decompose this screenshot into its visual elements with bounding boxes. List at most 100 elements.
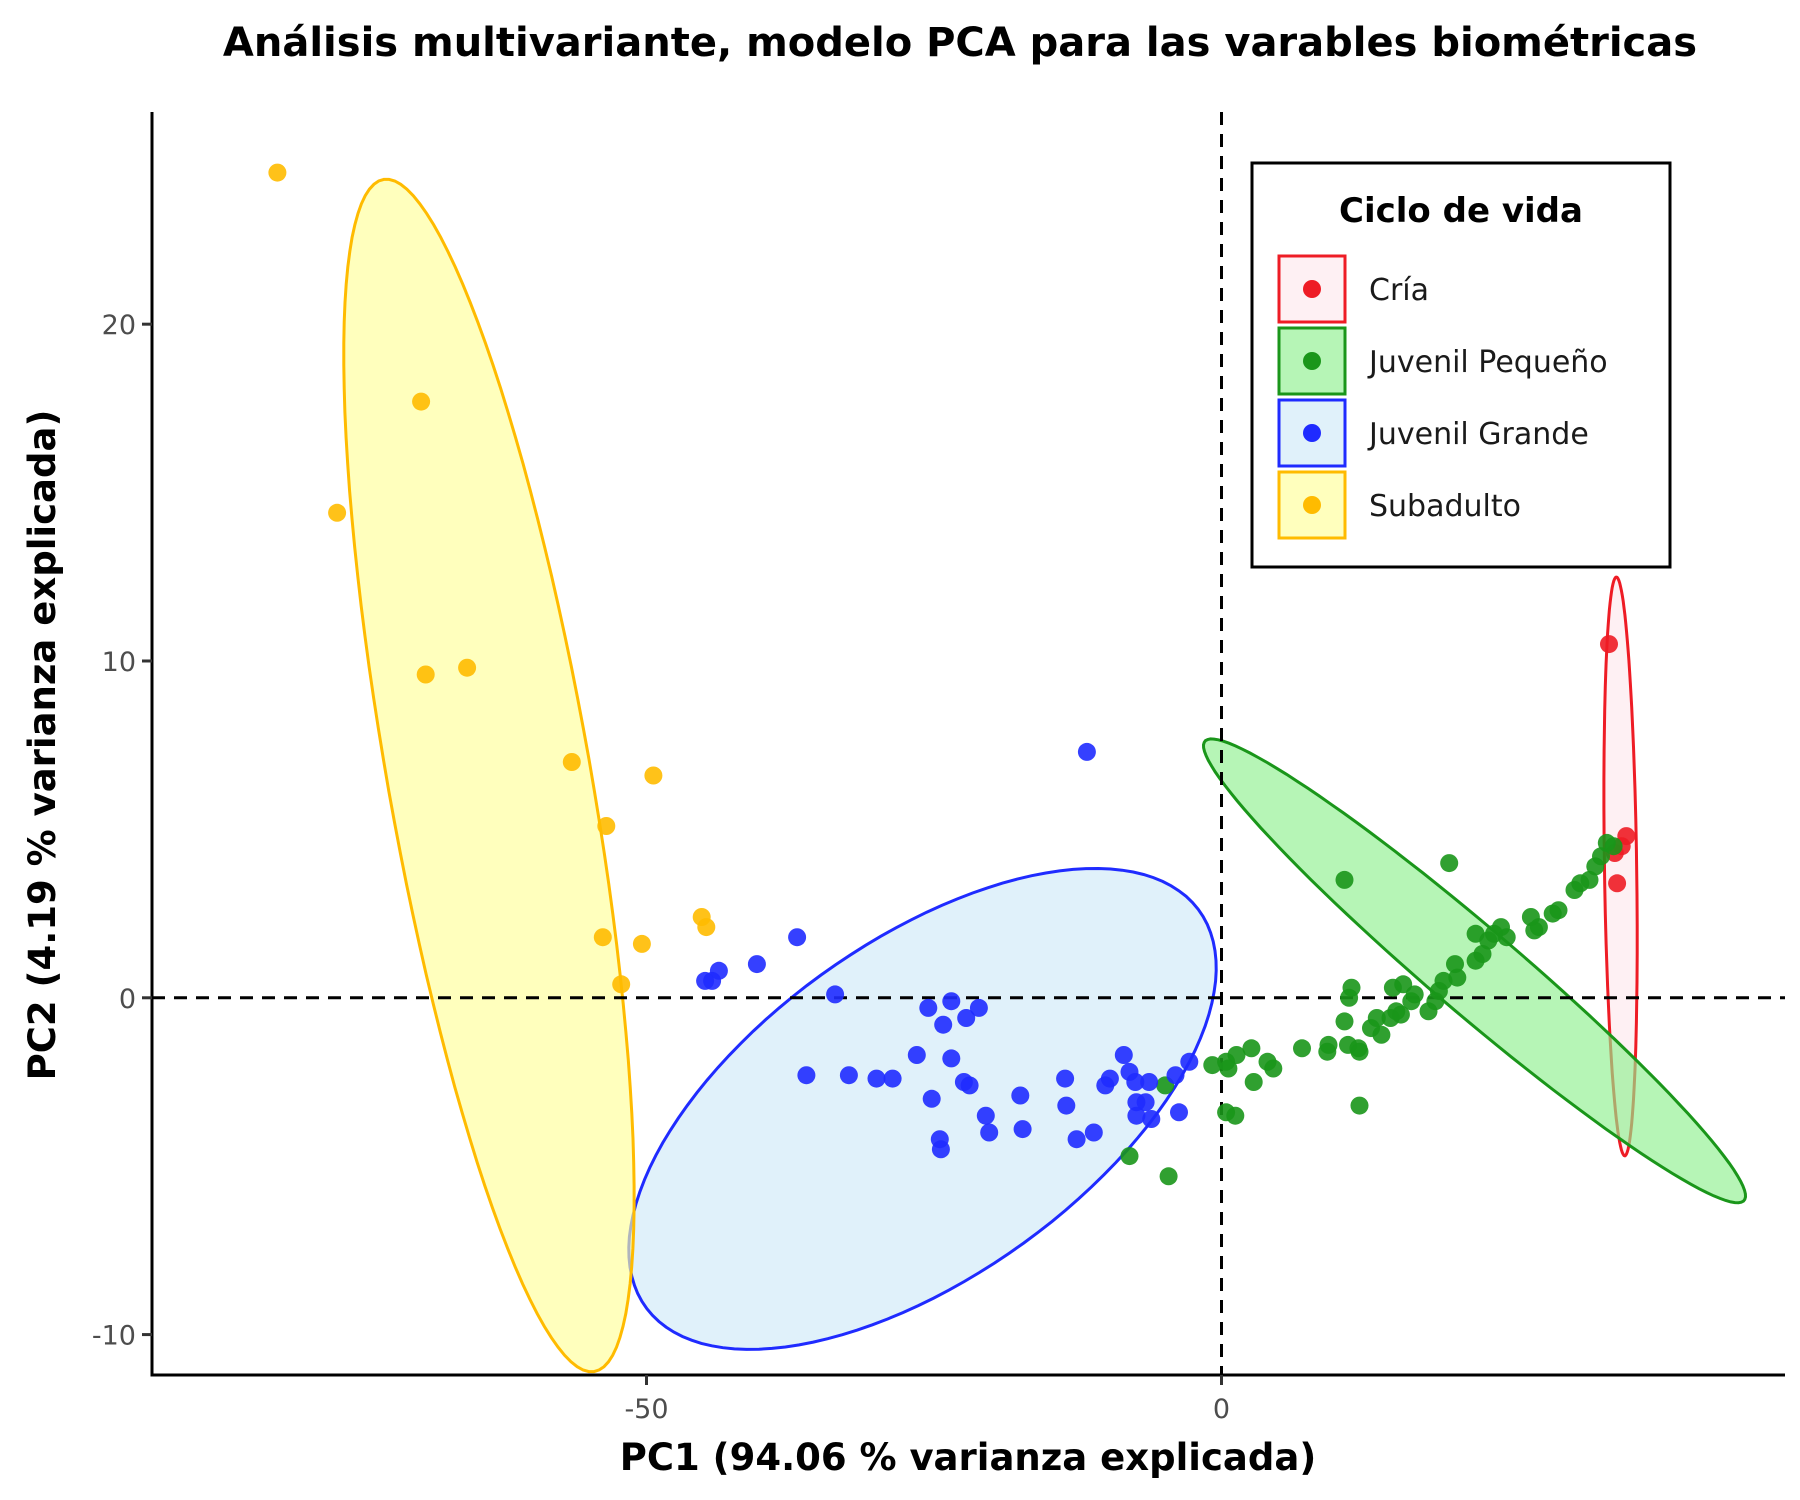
point-juvenil-grande — [826, 985, 845, 1004]
point-subadulto — [268, 163, 287, 182]
point-juvenil-grande — [1011, 1086, 1030, 1105]
point-juvenil-pequeno — [1350, 1096, 1369, 1115]
ellipse-juvenil-pequeno — [1201, 737, 1748, 1205]
point-juvenil-grande — [1180, 1052, 1199, 1071]
point-juvenil-grande — [1126, 1073, 1145, 1091]
legend-marker-subadulto — [1303, 496, 1321, 514]
point-juvenil-pequeno — [1466, 924, 1485, 943]
legend-marker-cria — [1303, 280, 1321, 298]
point-juvenil-pequeno — [1466, 951, 1485, 970]
point-juvenil-pequeno — [1226, 1106, 1245, 1125]
point-juvenil-pequeno — [1120, 1147, 1139, 1166]
point-juvenil-grande — [1013, 1120, 1032, 1139]
point-juvenil-grande — [976, 1106, 995, 1125]
legend-marker-juvenil-pequeno — [1303, 352, 1321, 370]
point-juvenil-grande — [919, 998, 938, 1017]
point-juvenil-grande — [1067, 1130, 1086, 1149]
point-juvenil-pequeno — [1318, 1042, 1337, 1061]
point-juvenil-pequeno — [1543, 904, 1562, 923]
legend: Ciclo de vida Cría Juvenil Pequeño Juvenil… — [1250, 161, 1672, 569]
point-juvenil-grande — [1170, 1103, 1188, 1122]
point-juvenil-grande — [1096, 1076, 1115, 1095]
legend-title: Ciclo de vida — [1339, 191, 1583, 231]
point-subadulto — [597, 817, 616, 835]
point-cria — [1608, 874, 1627, 893]
point-juvenil-pequeno — [1159, 1167, 1178, 1186]
reference-lines — [152, 112, 1785, 1375]
point-subadulto — [412, 392, 431, 411]
point-juvenil-pequeno — [1293, 1039, 1311, 1058]
point-juvenil-grande — [883, 1069, 902, 1088]
point-juvenil-pequeno — [1565, 881, 1584, 899]
point-juvenil-grande — [934, 1015, 953, 1034]
point-juvenil-grande — [922, 1089, 941, 1108]
point-juvenil-pequeno — [1244, 1073, 1263, 1091]
point-juvenil-grande — [1057, 1096, 1076, 1115]
confidence-ellipses — [342, 177, 1748, 1374]
point-subadulto — [612, 975, 631, 994]
point-subadulto — [697, 918, 716, 937]
point-juvenil-grande — [942, 992, 961, 1011]
chart-title: Análisis multivariante, modelo PCA para … — [223, 20, 1697, 66]
point-juvenil-grande — [1077, 742, 1096, 761]
point-juvenil-grande — [1114, 1046, 1133, 1064]
point-juvenil-grande — [1140, 1073, 1159, 1091]
point-subadulto — [632, 934, 651, 953]
ellipse-subadulto — [342, 177, 636, 1374]
point-juvenil-grande — [788, 928, 807, 947]
point-juvenil-grande — [1127, 1106, 1146, 1125]
legend-label-subadulto: Subadulto — [1369, 489, 1521, 524]
legend-label-juvenil-grande: Juvenil Grande — [1367, 417, 1589, 452]
point-juvenil-pequeno — [1335, 870, 1354, 889]
point-juvenil-pequeno — [1426, 992, 1445, 1011]
point-juvenil-pequeno — [1335, 1012, 1354, 1031]
point-subadulto — [562, 753, 581, 771]
point-juvenil-grande — [942, 1049, 961, 1068]
point-subadulto — [593, 928, 612, 947]
point-cria — [1600, 635, 1618, 654]
point-subadulto — [644, 766, 663, 785]
point-juvenil-pequeno — [1586, 857, 1605, 876]
point-juvenil-grande — [747, 955, 766, 974]
point-juvenil-pequeno — [1362, 1019, 1380, 1038]
point-juvenil-grande — [954, 1073, 973, 1091]
point-juvenil-pequeno — [1440, 854, 1459, 873]
legend-label-juvenil-pequeno: Juvenil Pequeño — [1367, 345, 1608, 380]
point-subadulto — [416, 665, 435, 684]
data-points — [268, 163, 1636, 1186]
y-tick-label: 0 — [119, 984, 136, 1015]
y-tick-label: -10 — [92, 1321, 136, 1352]
x-axis-title: PC1 (94.06 % varianza explicada) — [620, 1436, 1316, 1479]
point-juvenil-pequeno — [1340, 988, 1359, 1007]
point-juvenil-grande — [957, 1009, 976, 1027]
point-juvenil-grande — [931, 1140, 950, 1159]
y-tick-label: 10 — [102, 647, 136, 678]
point-juvenil-grande — [980, 1123, 999, 1142]
point-juvenil-grande — [969, 998, 988, 1017]
legend-label-cria: Cría — [1369, 273, 1429, 308]
axis-ticks: -50 0 -10 0 10 20 — [92, 310, 1230, 1425]
point-juvenil-grande — [1166, 1066, 1185, 1085]
point-juvenil-grande — [696, 971, 715, 990]
point-juvenil-pequeno — [1448, 968, 1467, 987]
point-juvenil-grande — [1056, 1069, 1075, 1088]
y-tick-label: 20 — [102, 310, 136, 341]
point-juvenil-pequeno — [1383, 978, 1402, 997]
point-juvenil-pequeno — [1521, 908, 1540, 926]
point-juvenil-pequeno — [1264, 1059, 1283, 1078]
point-juvenil-grande — [1084, 1123, 1103, 1142]
point-juvenil-pequeno — [1203, 1056, 1222, 1075]
point-juvenil-pequeno — [1339, 1035, 1357, 1054]
point-juvenil-grande — [1127, 1093, 1146, 1112]
x-tick-label: 0 — [1213, 1394, 1230, 1425]
point-juvenil-grande — [1142, 1110, 1161, 1128]
x-tick-label: -50 — [624, 1394, 668, 1425]
point-juvenil-pequeno — [1446, 955, 1464, 974]
y-axis-title: PC2 (4.19 % varianza explicada) — [21, 410, 64, 1081]
point-juvenil-grande — [797, 1066, 816, 1085]
ellipse-cria — [1602, 575, 1639, 1158]
point-juvenil-pequeno — [1381, 1009, 1400, 1027]
point-juvenil-grande — [907, 1046, 926, 1064]
legend-items: Cría Juvenil Pequeño Juvenil Grande Subadul… — [1277, 254, 1608, 540]
